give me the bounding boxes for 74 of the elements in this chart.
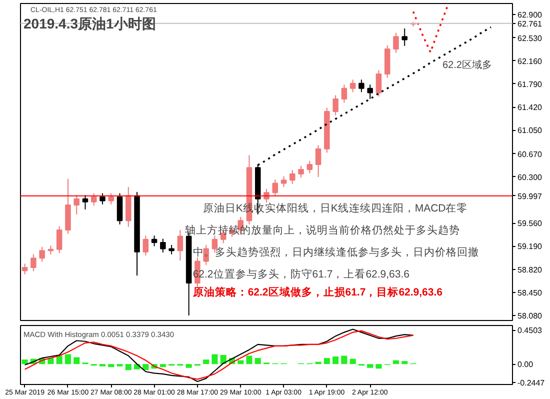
ref-line-label: 59.997 [518,192,543,201]
bar [324,358,330,364]
bar [108,364,114,368]
candlestick [151,235,158,247]
bar [56,356,62,364]
y-tick-label: 62.160 [518,56,543,66]
y-tick-label: 61.050 [518,126,543,136]
y-tick-label: 60.670 [518,150,543,159]
candlestick [280,176,287,188]
y-tick-label: 61.790 [518,80,543,89]
text: 2019.4.3原油1小时图 [24,16,156,32]
candlestick [367,84,373,100]
bar [376,364,382,369]
y-tick-label: 58.820 [518,265,543,274]
candlestick [30,254,36,272]
candlestick [22,263,28,275]
candlestick [402,28,408,46]
y-tick-label: 0.4503 [518,326,543,336]
candlestick [272,178,278,197]
y-tick-label: 60.300 [518,172,543,182]
y-tick-label: 58.450 [518,288,543,298]
bar [186,364,192,368]
annotation: 原油策略：62.2区域做多，止损61.7，目标62.9,63.6 [192,286,443,298]
candlestick [350,79,356,93]
candlestick [393,32,399,54]
y-tick-label: 62.530 [518,34,543,43]
annotation: 62.2区域多 [442,59,492,71]
bar [142,364,149,370]
bar [392,360,399,364]
candlestick [358,79,364,93]
candlestick [39,246,45,262]
y-tick-label: 59.190 [518,242,543,252]
y-tick-label: 61.420 [518,103,543,112]
candlestick [90,192,97,206]
bar [212,354,218,364]
bar [22,360,28,364]
bar [203,360,210,364]
candlestick [160,238,166,253]
candlestick [332,94,338,116]
candlestick [341,84,348,104]
candlestick [298,165,304,178]
candlestick [142,235,149,256]
candlestick [108,192,114,205]
candlestick [168,244,174,255]
bar [332,356,339,364]
bar [246,356,252,364]
candlestick [306,160,313,174]
y-tick-label: 58.080 [518,312,543,321]
ref-line-label: 62.761 [518,19,543,28]
bar [238,360,244,364]
bar [341,356,348,364]
y-tick-label: 59.560 [518,219,543,228]
bar [402,361,408,364]
bar [125,364,132,370]
y-tick-label: -0.2447 [518,378,546,388]
candlestick [74,194,80,215]
y-tick-label: 0.00 [518,360,534,370]
bar [367,364,374,368]
candlestick [56,226,62,254]
candlestick [315,144,322,178]
line-series [412,4,449,54]
bar [74,357,80,364]
candlestick [116,192,123,225]
candlestick [290,170,296,184]
bar [64,354,71,364]
candlestick [100,192,106,205]
y-tick-label: 62.900 [518,10,543,20]
candlestick [177,230,184,262]
candlestick [376,70,382,97]
annotation: 中。多头趋势强烈，日内继续逢低参与多头，日内价格回撤 [192,246,479,258]
bar [350,358,356,364]
bar [254,358,261,364]
candlestick [82,194,88,210]
bar [160,364,166,368]
